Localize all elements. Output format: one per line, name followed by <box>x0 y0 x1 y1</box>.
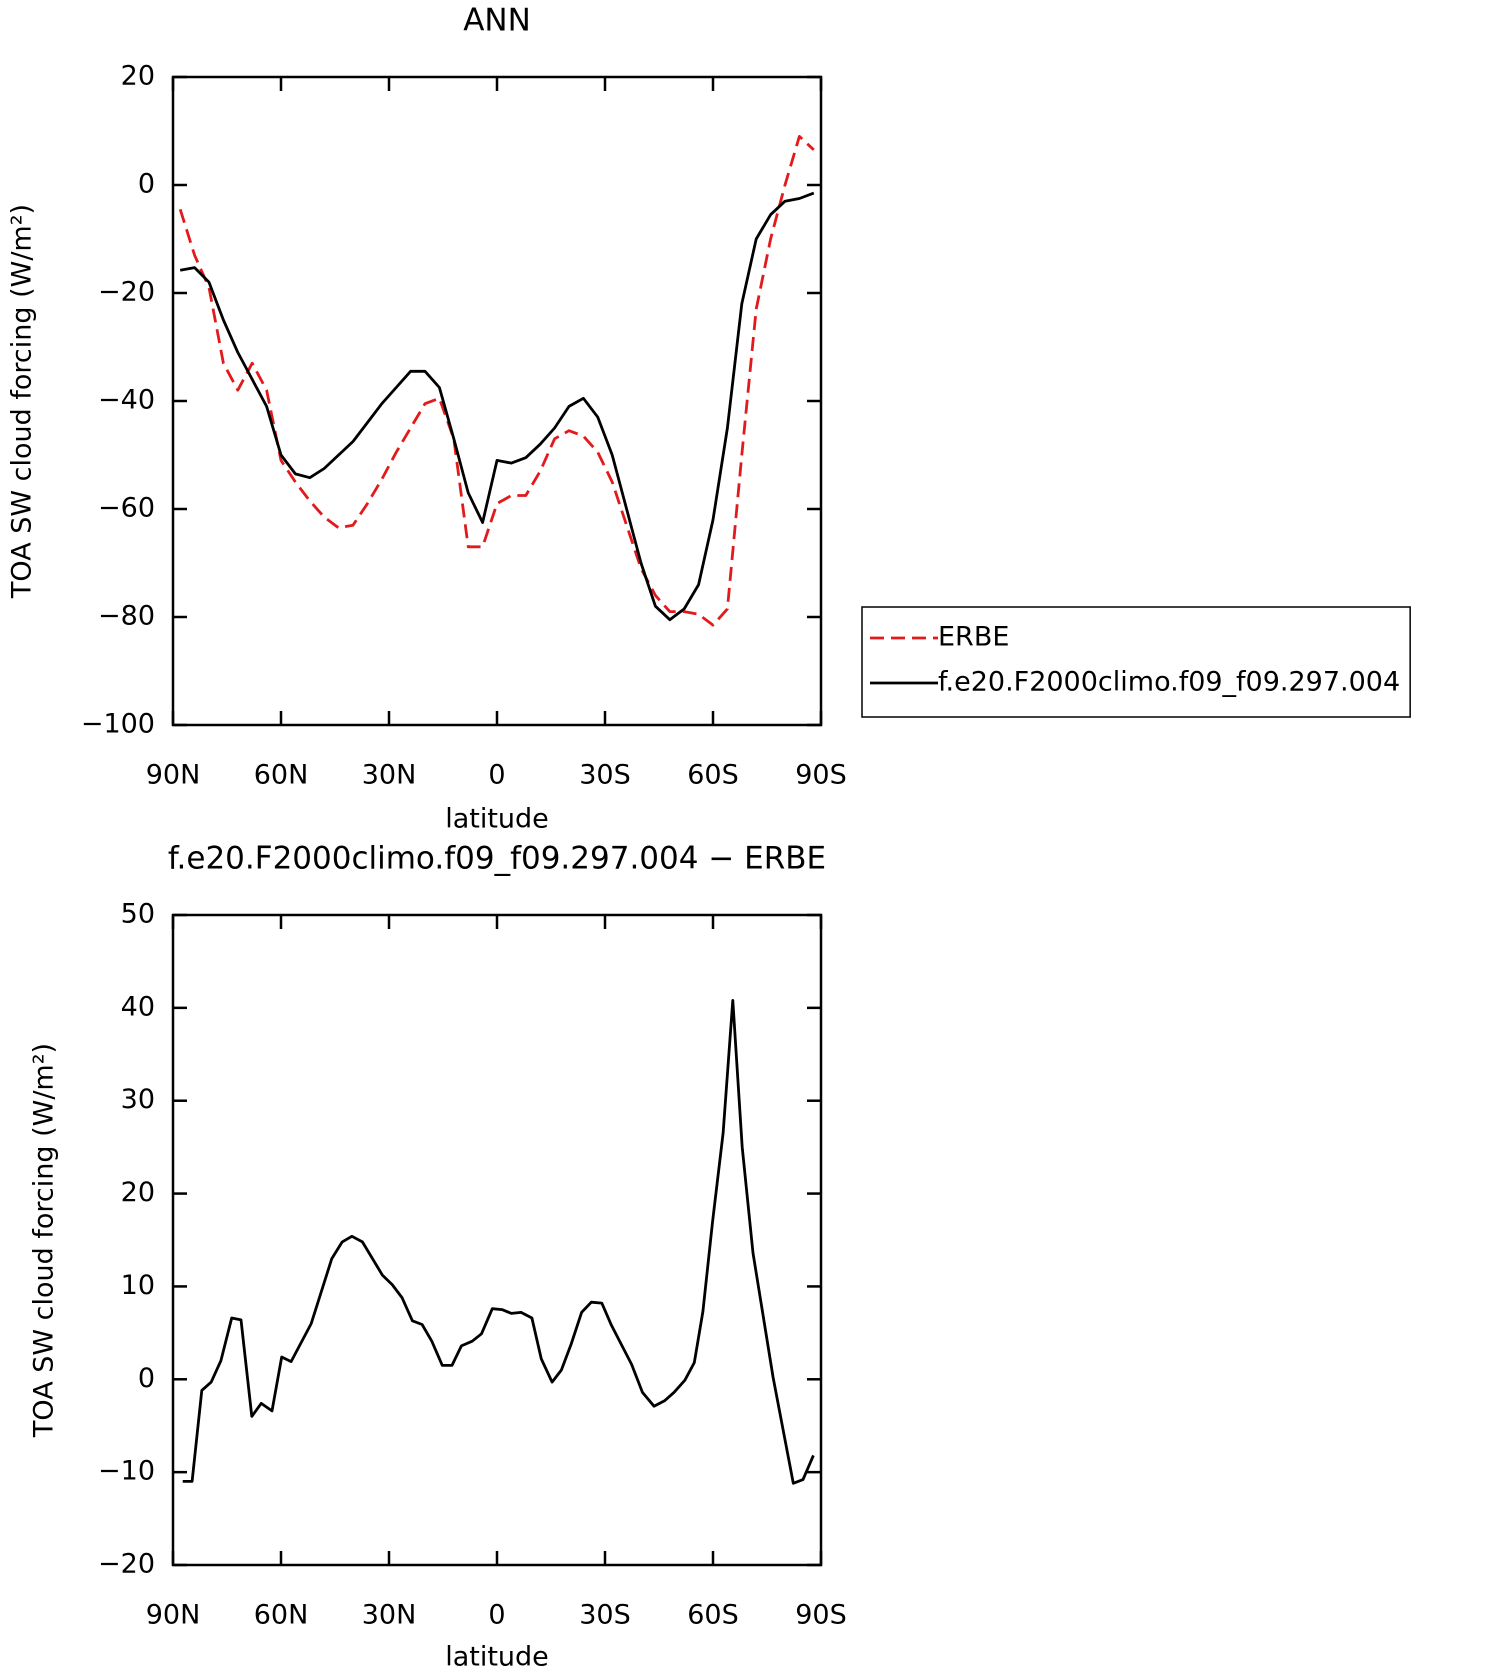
chart-title: ANN <box>463 3 531 39</box>
y-tick-label: −20 <box>98 277 155 308</box>
x-tick-label: 60N <box>254 1600 309 1631</box>
plot-frame <box>171 913 823 1567</box>
x-tick-label: 30S <box>579 1600 631 1631</box>
y-tick-label: −40 <box>98 385 155 416</box>
y-axis-label: TOA SW cloud forcing (W/m²) <box>29 1043 60 1438</box>
y-tick-label: 40 <box>121 991 155 1022</box>
y-tick-label: 50 <box>121 899 155 930</box>
x-tick-label: 90S <box>795 760 847 791</box>
x-tick-label: 90N <box>146 1600 201 1631</box>
y-tick-label: 30 <box>121 1084 155 1115</box>
y-tick-label: −80 <box>98 601 155 632</box>
y-tick-label: −60 <box>98 493 155 524</box>
x-tick-label: 30N <box>362 1600 417 1631</box>
legend-label: ERBE <box>938 622 1009 653</box>
y-axis-label: TOA SW cloud forcing (W/m²) <box>7 204 38 599</box>
y-tick-label: 0 <box>138 1363 155 1394</box>
x-axis-label: latitude <box>445 804 549 835</box>
legend-label: f.e20.F2000climo.f09_f09.297.004 <box>938 667 1400 698</box>
x-tick-label: 90S <box>795 1600 847 1631</box>
x-tick-label: 30S <box>579 760 631 791</box>
x-tick-label: 60S <box>687 1600 739 1631</box>
x-tick-label: 60N <box>254 760 309 791</box>
x-tick-label: 90N <box>146 760 201 791</box>
y-tick-label: 20 <box>121 61 155 92</box>
y-tick-label: −100 <box>81 709 155 740</box>
plot-frame <box>171 75 823 727</box>
y-tick-label: −10 <box>98 1456 155 1487</box>
chart-title: f.e20.F2000climo.f09_f09.297.004 − ERBE <box>168 841 826 877</box>
y-tick-label: 0 <box>138 169 155 200</box>
x-tick-label: 60S <box>687 760 739 791</box>
y-tick-label: −20 <box>98 1549 155 1580</box>
data-line <box>182 999 815 1485</box>
data-line <box>179 191 815 622</box>
x-tick-label: 0 <box>488 1600 505 1631</box>
x-tick-label: 0 <box>488 760 505 791</box>
y-tick-label: 20 <box>121 1177 155 1208</box>
y-tick-label: 10 <box>121 1270 155 1301</box>
x-axis-label: latitude <box>445 1642 549 1671</box>
data-line <box>178 135 815 627</box>
x-tick-label: 30N <box>362 760 417 791</box>
legend-box <box>861 606 1411 718</box>
